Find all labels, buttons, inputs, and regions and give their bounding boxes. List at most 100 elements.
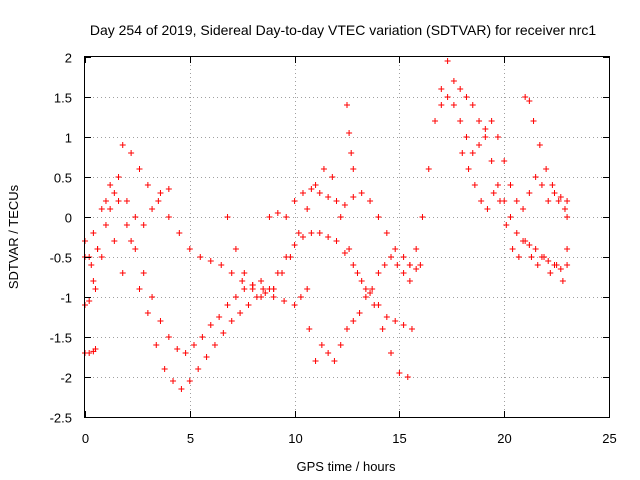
data-point bbox=[341, 202, 348, 208]
data-point bbox=[291, 198, 298, 204]
data-point bbox=[218, 262, 225, 268]
data-point bbox=[488, 118, 495, 124]
data-point bbox=[140, 270, 147, 276]
data-point bbox=[220, 330, 227, 336]
data-point bbox=[408, 326, 415, 332]
data-point bbox=[545, 198, 552, 204]
data-point bbox=[149, 294, 156, 300]
data-point bbox=[494, 134, 501, 140]
data-point bbox=[513, 230, 520, 236]
data-point bbox=[450, 78, 457, 84]
data-point bbox=[549, 182, 556, 188]
data-point bbox=[406, 262, 413, 268]
data-point bbox=[211, 342, 218, 348]
data-point bbox=[515, 254, 522, 260]
data-point bbox=[262, 290, 269, 296]
x-tick-label: 25 bbox=[602, 431, 616, 446]
data-point bbox=[413, 246, 420, 252]
data-point bbox=[320, 166, 327, 172]
data-point bbox=[379, 326, 386, 332]
data-point bbox=[388, 350, 395, 356]
data-point bbox=[144, 182, 151, 188]
series-sat-h bbox=[270, 166, 411, 380]
data-point bbox=[90, 230, 97, 236]
data-point bbox=[102, 222, 109, 228]
data-point bbox=[94, 246, 101, 252]
data-point bbox=[344, 326, 350, 332]
data-point bbox=[190, 342, 197, 348]
data-point bbox=[325, 350, 332, 356]
data-point bbox=[123, 198, 130, 204]
data-point bbox=[356, 310, 363, 316]
data-point bbox=[245, 302, 252, 308]
data-point bbox=[241, 286, 248, 292]
data-point bbox=[561, 206, 568, 212]
series-sat-n bbox=[522, 94, 571, 220]
data-point bbox=[283, 214, 290, 220]
data-point bbox=[161, 366, 168, 372]
data-point bbox=[350, 318, 357, 324]
data-point bbox=[304, 286, 311, 292]
data-point bbox=[149, 206, 156, 212]
data-point bbox=[520, 206, 527, 212]
data-point bbox=[119, 142, 126, 148]
data-point bbox=[123, 222, 130, 228]
x-tick-label: 5 bbox=[187, 431, 194, 446]
data-point bbox=[199, 334, 206, 340]
data-point bbox=[136, 286, 143, 292]
data-point bbox=[476, 142, 483, 148]
data-point bbox=[488, 158, 495, 164]
data-point bbox=[394, 262, 401, 268]
data-point bbox=[482, 134, 489, 140]
data-point bbox=[140, 222, 147, 228]
data-point bbox=[547, 270, 554, 276]
y-tick-label: 2 bbox=[65, 51, 72, 66]
data-point bbox=[337, 214, 344, 220]
data-point bbox=[381, 262, 388, 268]
data-point bbox=[528, 254, 535, 260]
data-point bbox=[396, 370, 403, 376]
data-point bbox=[333, 238, 340, 244]
data-point bbox=[346, 130, 353, 136]
data-point bbox=[463, 134, 470, 140]
data-point bbox=[555, 198, 562, 204]
data-point bbox=[341, 250, 348, 256]
data-point bbox=[551, 190, 558, 196]
data-point bbox=[369, 286, 376, 292]
data-point bbox=[564, 262, 571, 268]
data-point bbox=[316, 190, 323, 196]
data-point bbox=[115, 174, 122, 180]
data-point bbox=[350, 194, 357, 200]
data-point bbox=[165, 214, 172, 220]
data-point bbox=[178, 386, 185, 392]
data-point bbox=[325, 194, 332, 200]
data-point bbox=[186, 246, 193, 252]
y-tick-label: -2.5 bbox=[50, 411, 72, 426]
data-point bbox=[92, 346, 99, 352]
data-point bbox=[132, 246, 139, 252]
data-point bbox=[216, 314, 223, 320]
series-sat-k bbox=[406, 58, 571, 272]
data-point bbox=[203, 354, 210, 360]
data-point bbox=[358, 190, 365, 196]
data-point bbox=[153, 342, 160, 348]
data-point bbox=[553, 262, 560, 268]
data-point bbox=[165, 334, 172, 340]
data-point bbox=[501, 158, 508, 164]
data-point bbox=[494, 182, 501, 188]
series-sat-j bbox=[344, 102, 357, 172]
data-point bbox=[354, 270, 361, 276]
x-tick-label: 20 bbox=[497, 431, 511, 446]
data-point bbox=[538, 182, 545, 188]
data-point bbox=[450, 102, 457, 108]
data-point bbox=[536, 142, 543, 148]
data-point bbox=[388, 254, 395, 260]
data-point bbox=[98, 254, 105, 260]
data-point bbox=[299, 190, 306, 196]
data-point bbox=[507, 182, 514, 188]
data-point bbox=[559, 278, 566, 284]
data-point bbox=[237, 310, 244, 316]
data-point bbox=[287, 254, 294, 260]
data-point bbox=[400, 322, 407, 328]
